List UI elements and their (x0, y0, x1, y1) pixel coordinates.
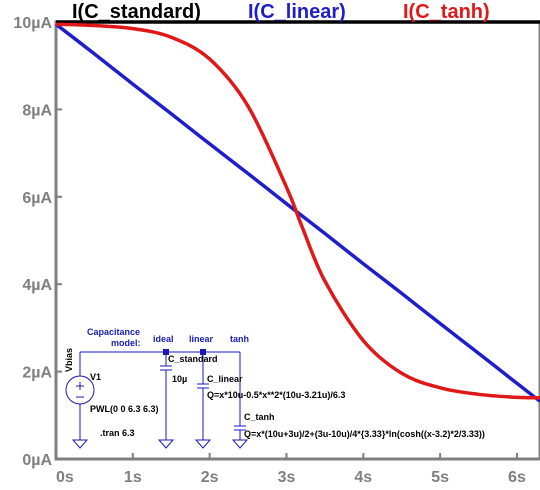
legend-tanh[interactable]: I(C_tanh) (403, 1, 490, 23)
ground-icon (194, 439, 212, 449)
node-linear-label: linear (189, 334, 214, 344)
ground-icon (71, 439, 89, 449)
x-tick-label: 4s (354, 469, 372, 486)
cap-tanh-expr: Q=x*(10u+3u)/2+(3u-10u)/4*{3.33}*ln(cosh… (244, 429, 485, 439)
node-linear-marker[interactable] (200, 349, 206, 355)
y-tick-label: 2µA (22, 365, 52, 382)
node-ideal-marker[interactable] (163, 349, 169, 355)
legend: I(C_standard) I(C_linear) I(C_tanh) (72, 1, 490, 23)
cap-linear-name: C_linear (207, 374, 243, 384)
plot-frame (54, 20, 540, 461)
ground-icon (157, 439, 175, 449)
node-tanh-label: tanh (230, 334, 249, 344)
y-tick-label: 8µA (22, 102, 52, 119)
ground-icon (231, 439, 249, 449)
cap-tanh-name: C_tanh (244, 412, 275, 422)
x-tick-label: 5s (431, 469, 449, 486)
axis-ticks: 0s 1s 2s 3s 4s 5s 6s 0µA 2µA 4µA 6µA 8µA 10µA (13, 15, 526, 486)
x-tick-label: 2s (201, 469, 219, 486)
x-tick-label: 1s (124, 469, 142, 486)
cap-model-label-1: Capacitance (87, 327, 140, 337)
schematic-labels: Capacitance model: ideal linear tanh Vbi… (64, 327, 485, 439)
y-tick-label: 6µA (22, 190, 52, 207)
cap-linear-expr: Q=x*10u-0.5*x**2*(10u-3.21u)/6.3 (207, 390, 345, 400)
x-tick-label: 6s (508, 469, 526, 486)
legend-standard[interactable]: I(C_standard) (72, 1, 201, 23)
legend-linear[interactable]: I(C_linear) (248, 1, 346, 23)
x-tick-label: 3s (278, 469, 296, 486)
cap-model-label-2: model: (111, 338, 141, 348)
tran-command: .tran 6.3 (100, 428, 135, 438)
x-tick-label: 0s (56, 469, 74, 486)
series-lines (54, 20, 540, 403)
y-tick-label: 4µA (22, 277, 52, 294)
source-value: PWL(0 0 6.3 6.3) (90, 404, 159, 414)
cap-standard-value: 10µ (172, 374, 187, 384)
cap-standard-name: C_standard (168, 354, 218, 364)
source-net-label: Vbias (64, 348, 74, 372)
y-tick-label: 0µA (22, 452, 52, 469)
schematic (65, 349, 249, 449)
series-line-linear[interactable] (54, 22, 540, 403)
node-ideal-label: ideal (153, 334, 174, 344)
series-line-tanh[interactable] (55, 22, 540, 400)
source-name: V1 (90, 372, 101, 382)
y-tick-label: 10µA (13, 15, 52, 32)
